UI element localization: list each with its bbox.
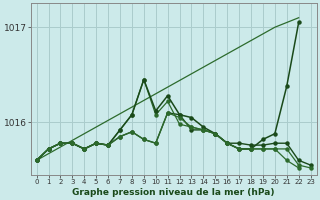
X-axis label: Graphe pression niveau de la mer (hPa): Graphe pression niveau de la mer (hPa) (72, 188, 275, 197)
